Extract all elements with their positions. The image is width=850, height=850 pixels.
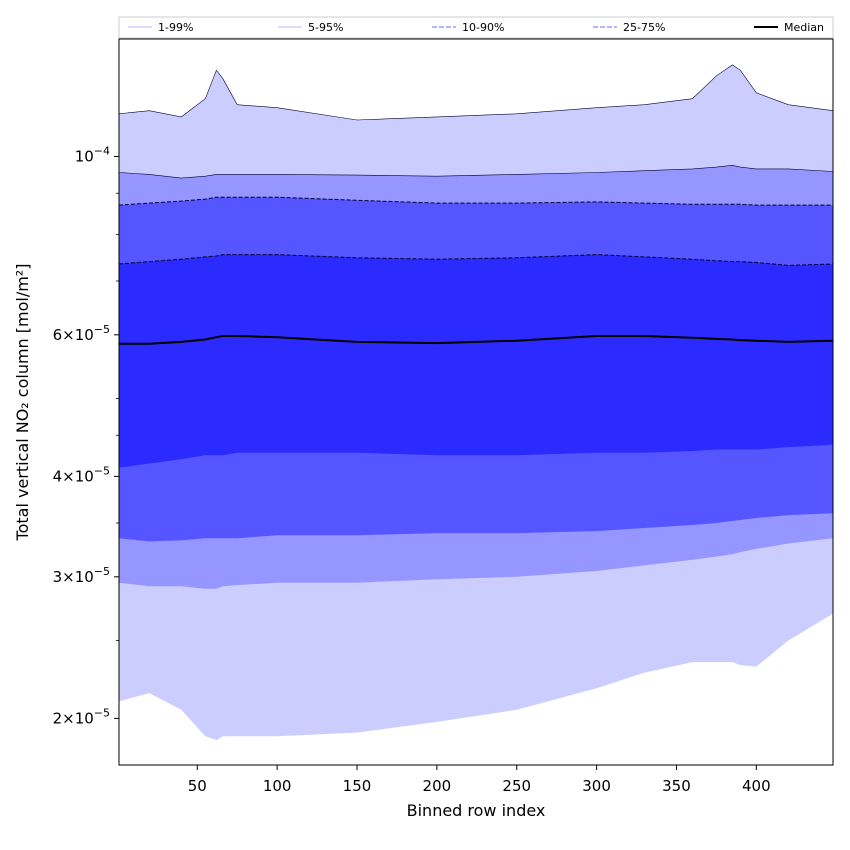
y-tick-label: 10−4 xyxy=(75,144,110,165)
legend: 1-99% 5-95% 10-90% 25-75% Median xyxy=(118,16,834,39)
legend-label: 5-95% xyxy=(308,21,343,34)
x-tick-label: 300 xyxy=(582,777,611,795)
y-axis-label: Total vertical NO₂ column [mol/m²] xyxy=(13,264,32,542)
bands-layer xyxy=(119,64,833,740)
y-tick-label: 4×10−5 xyxy=(53,464,110,485)
x-tick-label: 350 xyxy=(662,777,691,795)
median-line xyxy=(119,335,834,345)
band-25-75% xyxy=(119,254,833,468)
band-upper-line-10-90% xyxy=(118,196,833,206)
x-axis-ticks: 50 100 150 200 250 300 350 400 xyxy=(188,765,771,795)
legend-label: 25-75% xyxy=(623,21,665,34)
y-tick-label: 2×10−5 xyxy=(53,706,110,727)
y-tick-label: 3×10−5 xyxy=(53,565,110,586)
legend-label: 10-90% xyxy=(462,21,504,34)
y-tick-label: 6×10−5 xyxy=(53,323,110,344)
legend-label: Median xyxy=(784,21,824,34)
x-tick-label: 400 xyxy=(742,777,771,795)
x-tick-label: 250 xyxy=(502,777,531,795)
legend-frame xyxy=(118,16,834,39)
x-tick-label: 100 xyxy=(263,777,292,795)
x-tick-label: 150 xyxy=(343,777,372,795)
band-upper-line-25-75% xyxy=(118,254,834,266)
band-boundary-lines xyxy=(118,64,834,266)
band-upper-line-5-95% xyxy=(118,164,834,179)
legend-label: 1-99% xyxy=(158,21,193,34)
band-upper-line-1-99% xyxy=(118,64,834,121)
x-axis-label: Binned row index xyxy=(407,801,546,820)
x-tick-label: 50 xyxy=(188,777,207,795)
plot-frame xyxy=(118,38,834,766)
median-layer xyxy=(119,335,834,345)
x-tick-label: 200 xyxy=(423,777,452,795)
y-axis-ticks: 2×10−5 3×10−5 4×10−5 6×10−5 10−4 xyxy=(53,144,119,727)
